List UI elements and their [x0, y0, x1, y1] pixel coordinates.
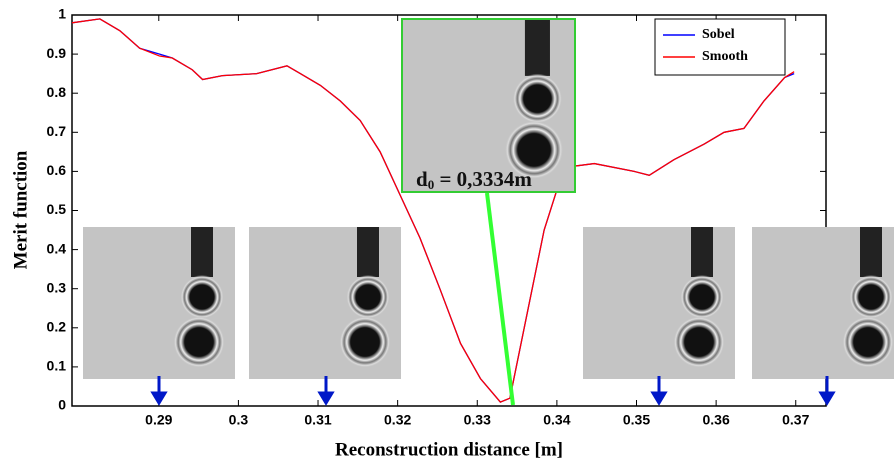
y-tick-label: 0.5: [47, 201, 67, 217]
x-tick-label: 0.29: [145, 412, 172, 428]
x-tick-label: 0.37: [782, 412, 809, 428]
x-tick-label: 0.34: [543, 412, 570, 428]
y-tick-label: 0.8: [47, 84, 67, 100]
inset-frame: [401, 18, 576, 193]
inset-image: [583, 227, 735, 379]
inset-image: [249, 227, 401, 379]
inset-image: [83, 227, 235, 379]
y-tick-label: 0.4: [47, 240, 67, 256]
x-tick-label: 0.3: [229, 412, 249, 428]
legend-label: Smooth: [702, 49, 748, 64]
x-tick-label: 0.31: [304, 412, 331, 428]
pointer: [485, 192, 515, 406]
annotation: d0 = 0,3334m: [416, 167, 532, 192]
y-tick-label: 0.2: [47, 319, 67, 335]
arrows: [150, 376, 836, 406]
y-axis-label: Merit function: [10, 150, 31, 269]
x-tick-label: 0.36: [702, 412, 729, 428]
y-tick-label: 1: [58, 6, 66, 22]
x-tick-label: 0.35: [623, 412, 650, 428]
y-tick-label: 0: [58, 397, 66, 413]
legend-box: [654, 18, 786, 76]
y-tick-label: 0.1: [47, 358, 67, 374]
y-tick-label: 0.6: [47, 162, 67, 178]
y-tick-label: 0.7: [47, 123, 67, 139]
series-line: [71, 18, 795, 403]
y-tick-label: 0.9: [47, 45, 67, 61]
x-tick-label: 0.33: [464, 412, 491, 428]
legend-label: Sobel: [702, 27, 735, 42]
y-tick-label: 0.3: [47, 279, 67, 295]
x-tick-label: 0.32: [384, 412, 411, 428]
inset-image: [752, 227, 894, 379]
insets: d0 = 0,3334m Sobel Smooth: [83, 18, 894, 406]
x-axis-label: Reconstruction distance [m]: [335, 439, 563, 460]
